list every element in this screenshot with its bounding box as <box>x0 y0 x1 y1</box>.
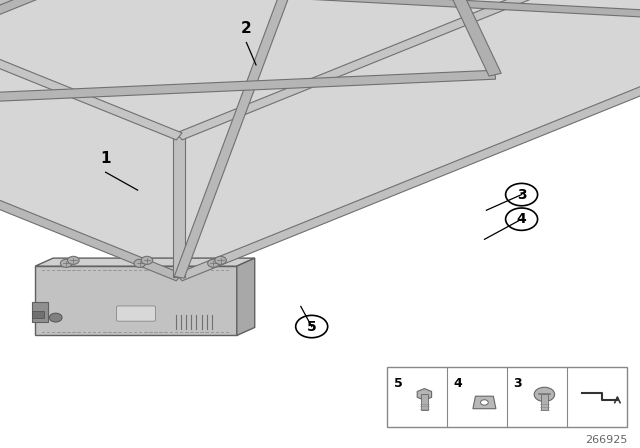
Polygon shape <box>0 104 182 281</box>
Polygon shape <box>0 0 640 26</box>
Polygon shape <box>32 302 48 322</box>
Text: 2: 2 <box>241 21 252 36</box>
Text: 4: 4 <box>454 377 462 390</box>
Circle shape <box>481 400 488 405</box>
Polygon shape <box>0 70 495 112</box>
Polygon shape <box>473 396 496 409</box>
Polygon shape <box>417 388 431 400</box>
FancyBboxPatch shape <box>116 306 156 321</box>
Bar <box>541 394 548 410</box>
Text: 3: 3 <box>514 377 522 390</box>
Polygon shape <box>387 0 640 26</box>
Polygon shape <box>0 0 74 108</box>
Polygon shape <box>32 311 44 318</box>
Circle shape <box>60 259 72 267</box>
Circle shape <box>534 387 555 401</box>
Polygon shape <box>35 266 237 336</box>
Polygon shape <box>173 137 185 277</box>
Text: 3: 3 <box>516 188 527 202</box>
Circle shape <box>215 256 227 264</box>
Polygon shape <box>0 0 640 277</box>
Polygon shape <box>177 0 640 140</box>
Polygon shape <box>0 0 182 140</box>
Circle shape <box>141 256 153 264</box>
Bar <box>387 367 627 427</box>
Text: 5: 5 <box>394 377 403 390</box>
Text: 1: 1 <box>100 151 111 165</box>
Text: 4: 4 <box>516 212 527 226</box>
Polygon shape <box>237 258 255 336</box>
Polygon shape <box>35 258 255 266</box>
Polygon shape <box>177 19 640 281</box>
Text: 5: 5 <box>307 319 317 334</box>
Circle shape <box>49 313 62 322</box>
Text: 266925: 266925 <box>585 435 627 445</box>
Polygon shape <box>0 0 393 111</box>
Circle shape <box>207 259 219 267</box>
Bar <box>420 394 428 409</box>
Polygon shape <box>174 0 395 278</box>
Circle shape <box>134 259 145 267</box>
Polygon shape <box>384 0 501 76</box>
Circle shape <box>68 256 79 264</box>
